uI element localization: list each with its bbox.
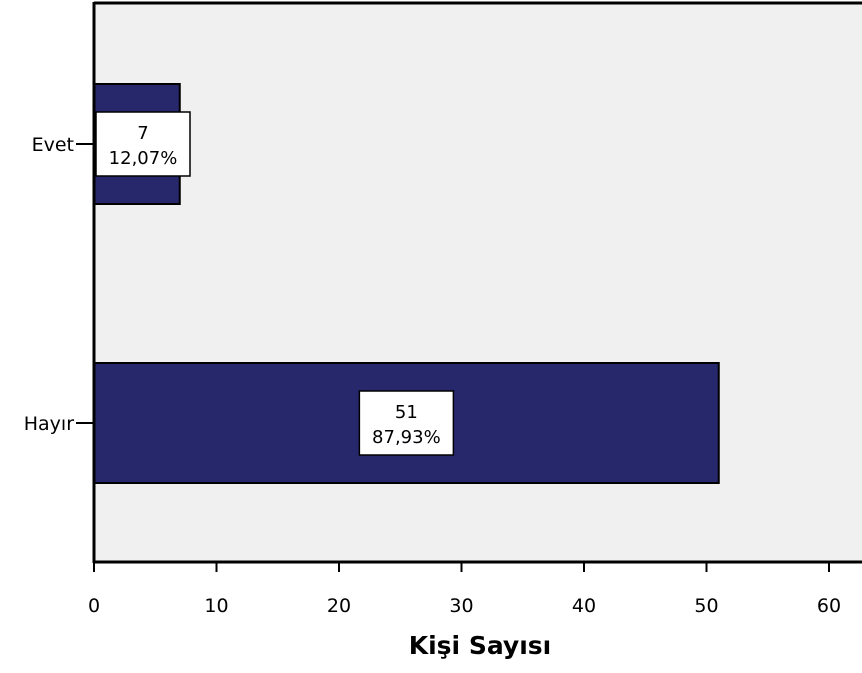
data-label-box (358, 390, 455, 456)
y-axis-categories: Evet Hayır (24, 134, 94, 435)
y-category-label: Evet (32, 134, 74, 156)
x-tick-label: 60 (817, 595, 841, 617)
data-labels-layer: 7 12,07% 51 87,93% (95, 111, 455, 456)
x-axis-title: Kişi Sayısı (409, 631, 552, 660)
data-label-count: 51 (395, 402, 418, 423)
data-label-count: 7 (137, 123, 148, 144)
data-label-box (95, 111, 191, 177)
x-tick-label: 40 (572, 595, 596, 617)
x-tick-label: 30 (449, 595, 473, 617)
data-label-percent: 12,07% (109, 148, 178, 169)
data-label-percent: 87,93% (372, 427, 441, 448)
x-tick-label: 10 (204, 595, 228, 617)
x-tick-label: 20 (327, 595, 351, 617)
x-axis-ticks: 0 10 20 30 40 50 60 (88, 562, 841, 617)
y-category-label: Hayır (24, 413, 74, 435)
x-tick-label: 0 (88, 595, 100, 617)
x-tick-label: 50 (694, 595, 718, 617)
